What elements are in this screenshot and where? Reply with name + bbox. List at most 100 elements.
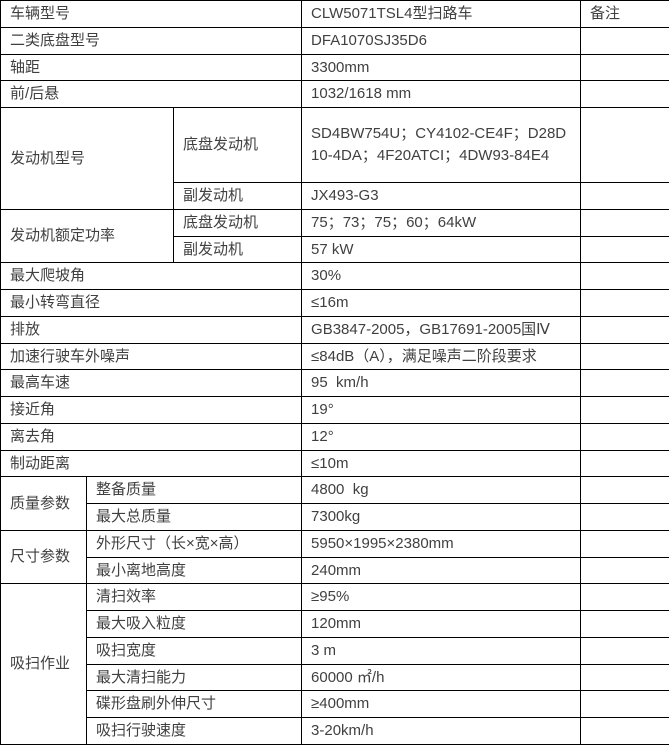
engine-model-label: 发动机型号 (1, 108, 174, 210)
row-mass-1: 质量参数 整备质量 4800 kg (1, 477, 669, 504)
row-sweep-3: 吸扫宽度 3 m (1, 637, 669, 664)
row-max-speed: 最高车速 95 km/h (1, 370, 669, 397)
row-size-1: 尺寸参数 外形尺寸（长×宽×高） 5950×1995×2380mm (1, 530, 669, 557)
disc-brush-value: ≥400mm (302, 691, 581, 718)
chassis-model-value: DFA1070SJ35D6 (302, 27, 581, 54)
disc-brush-label: 碟形盘刷外伸尺寸 (87, 691, 302, 718)
sweep-width-value: 3 m (302, 637, 581, 664)
row-sweep-6: 吸扫行驶速度 3-20km/h (1, 718, 669, 745)
remark-cell (581, 81, 669, 108)
engine-model-aux-label: 副发动机 (174, 183, 302, 210)
row-vehicle-model: 车辆型号 CLW5071TSL4型扫路车 备注 (1, 1, 669, 28)
max-grade-value: 30% (302, 263, 581, 290)
approach-angle-value: 19° (302, 397, 581, 424)
remark-cell (581, 637, 669, 664)
remark-cell (581, 343, 669, 370)
row-mass-2: 最大总质量 7300kg (1, 504, 669, 531)
row-min-turning: 最小转弯直径 ≤16m (1, 290, 669, 317)
row-departure-angle: 离去角 12° (1, 423, 669, 450)
remark-cell (581, 108, 669, 183)
remark-cell (581, 27, 669, 54)
remark-cell (581, 450, 669, 477)
sweep-efficiency-label: 清扫效率 (87, 584, 302, 611)
row-noise: 加速行驶车外噪声 ≤84dB（A），满足噪声二阶段要求 (1, 343, 669, 370)
departure-angle-value: 12° (302, 423, 581, 450)
row-sweep-2: 最大吸入粒度 120mm (1, 611, 669, 638)
vehicle-model-label: 车辆型号 (1, 1, 302, 28)
remark-cell (581, 584, 669, 611)
row-chassis-model: 二类底盘型号 DFA1070SJ35D6 (1, 27, 669, 54)
remark-cell (581, 664, 669, 691)
min-turning-value: ≤16m (302, 290, 581, 317)
remark-cell (581, 423, 669, 450)
engine-model-chassis-label: 底盘发动机 (174, 108, 302, 183)
approach-angle-label: 接近角 (1, 397, 302, 424)
emission-label: 排放 (1, 316, 302, 343)
row-approach-angle: 接近角 19° (1, 397, 669, 424)
remark-cell (581, 209, 669, 236)
min-turning-label: 最小转弯直径 (1, 290, 302, 317)
row-size-2: 最小离地高度 240mm (1, 557, 669, 584)
row-wheelbase: 轴距 3300mm (1, 54, 669, 81)
outer-dimensions-label: 外形尺寸（长×宽×高） (87, 530, 302, 557)
row-engine-model-chassis: 发动机型号 底盘发动机 SD4BW754U；CY4102-CE4F；D28D10… (1, 108, 669, 183)
row-braking-distance: 制动距离 ≤10m (1, 450, 669, 477)
chassis-model-label: 二类底盘型号 (1, 27, 302, 54)
max-speed-label: 最高车速 (1, 370, 302, 397)
remark-cell (581, 718, 669, 745)
row-max-grade: 最大爬坡角 30% (1, 263, 669, 290)
row-engine-power-chassis: 发动机额定功率 底盘发动机 75；73；75；60；64kW (1, 209, 669, 236)
remark-header: 备注 (581, 1, 669, 28)
overhang-value: 1032/1618 mm (302, 81, 581, 108)
wheelbase-label: 轴距 (1, 54, 302, 81)
noise-label: 加速行驶车外噪声 (1, 343, 302, 370)
engine-power-chassis-label: 底盘发动机 (174, 209, 302, 236)
emission-value: GB3847-2005，GB17691-2005国Ⅳ (302, 316, 581, 343)
max-capacity-value: 60000 ㎡/h (302, 664, 581, 691)
wheelbase-value: 3300mm (302, 54, 581, 81)
engine-model-chassis-value: SD4BW754U；CY4102-CE4F；D28D10-4DA；4F20ATC… (302, 108, 581, 183)
ground-clearance-value: 240mm (302, 557, 581, 584)
engine-power-chassis-value: 75；73；75；60；64kW (302, 209, 581, 236)
remark-cell (581, 183, 669, 210)
max-particle-value: 120mm (302, 611, 581, 638)
engine-power-aux-label: 副发动机 (174, 236, 302, 263)
sweep-params-label: 吸扫作业 (1, 584, 87, 745)
curb-weight-label: 整备质量 (87, 477, 302, 504)
max-capacity-label: 最大清扫能力 (87, 664, 302, 691)
remark-cell (581, 236, 669, 263)
vehicle-model-value: CLW5071TSL4型扫路车 (302, 1, 581, 28)
max-grade-label: 最大爬坡角 (1, 263, 302, 290)
size-params-label: 尺寸参数 (1, 530, 87, 584)
row-sweep-4: 最大清扫能力 60000 ㎡/h (1, 664, 669, 691)
row-sweep-1: 吸扫作业 清扫效率 ≥95% (1, 584, 669, 611)
curb-weight-value: 4800 kg (302, 477, 581, 504)
engine-power-aux-value: 57 kW (302, 236, 581, 263)
engine-power-label: 发动机额定功率 (1, 209, 174, 263)
overhang-label: 前/后悬 (1, 81, 302, 108)
sweep-efficiency-value: ≥95% (302, 584, 581, 611)
remark-cell (581, 290, 669, 317)
ground-clearance-label: 最小离地高度 (87, 557, 302, 584)
remark-cell (581, 557, 669, 584)
gross-weight-label: 最大总质量 (87, 504, 302, 531)
braking-distance-label: 制动距离 (1, 450, 302, 477)
max-particle-label: 最大吸入粒度 (87, 611, 302, 638)
remark-cell (581, 477, 669, 504)
engine-model-aux-value: JX493-G3 (302, 183, 581, 210)
remark-cell (581, 397, 669, 424)
remark-cell (581, 504, 669, 531)
remark-cell (581, 370, 669, 397)
remark-cell (581, 611, 669, 638)
remark-cell (581, 530, 669, 557)
sweep-speed-label: 吸扫行驶速度 (87, 718, 302, 745)
mass-params-label: 质量参数 (1, 477, 87, 531)
remark-cell (581, 54, 669, 81)
departure-angle-label: 离去角 (1, 423, 302, 450)
braking-distance-value: ≤10m (302, 450, 581, 477)
sweep-width-label: 吸扫宽度 (87, 637, 302, 664)
row-sweep-5: 碟形盘刷外伸尺寸 ≥400mm (1, 691, 669, 718)
outer-dimensions-value: 5950×1995×2380mm (302, 530, 581, 557)
row-overhang: 前/后悬 1032/1618 mm (1, 81, 669, 108)
